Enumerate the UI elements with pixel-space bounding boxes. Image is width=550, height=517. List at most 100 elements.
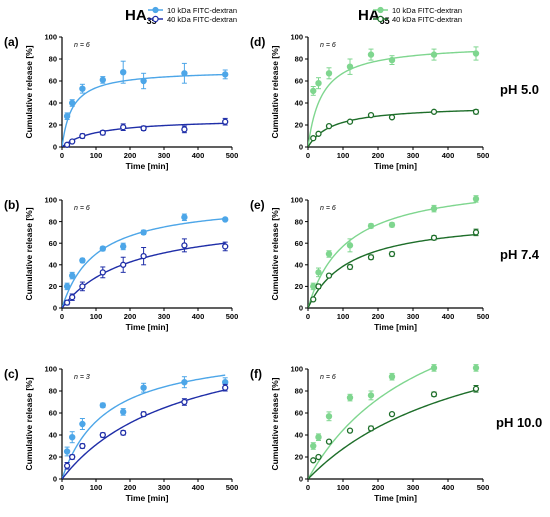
panel-f-series-40kda-point-4 xyxy=(367,425,375,432)
panel-d-series-10kda-point-6 xyxy=(430,51,438,58)
panel-b-series-40kda-point-2 xyxy=(79,283,86,290)
col-title-ha35: HA35 xyxy=(125,7,157,26)
panel-b-series-40kda-point-0 xyxy=(63,299,71,306)
panel-d-label: (d) xyxy=(250,35,265,49)
panel-d-series-10kda-point-2 xyxy=(325,70,333,77)
panel-b-series-10kda-point-2 xyxy=(79,257,86,264)
col-title-ha55-sub: 55 xyxy=(380,16,390,26)
panel-c-series-40kda-fit-curve xyxy=(62,389,226,479)
panel-a-xtick-label-0: 0 xyxy=(60,151,64,160)
panel-d-xtick-label-200: 200 xyxy=(372,151,385,160)
panel-f-series-10kda-point-4 xyxy=(367,392,375,399)
panel-d-series-40kda-point-3 xyxy=(346,118,354,125)
panel-c-xtick-label-400: 400 xyxy=(192,483,205,492)
panel-f-series-40kda-point-3 xyxy=(346,427,354,434)
panel-e-xtick-label-100: 100 xyxy=(337,312,350,321)
legend-ha35-10kda-marker xyxy=(152,6,159,14)
panel-d-series-10kda-point-1 xyxy=(315,80,322,87)
panel-e-series-40kda-point-3 xyxy=(346,263,354,271)
panel-a-xlabel: Time [min] xyxy=(126,161,169,171)
panel-d-series-40kda-point-7 xyxy=(472,108,480,115)
panel-b-xtick-label-0: 0 xyxy=(60,312,64,321)
panel-f-ytick-label-80: 80 xyxy=(295,387,303,396)
panel-d-xtick-label-400: 400 xyxy=(442,151,455,160)
panel-c-series-40kda-point-3 xyxy=(99,431,106,439)
panel-d-ytick-label-60: 60 xyxy=(295,77,303,86)
panel-b-series-40kda-point-6 xyxy=(181,242,188,249)
panel-b-series-40kda-point-7 xyxy=(222,243,229,250)
panel-e-series-40kda-point-0 xyxy=(310,296,317,303)
panel-e-xlabel: Time [min] xyxy=(374,322,417,332)
panel-b-xtick-label-300: 300 xyxy=(158,312,171,321)
panel-f-series-10kda-point-5 xyxy=(388,373,396,380)
panel-e-series-10kda-point-7 xyxy=(472,195,480,203)
panel-c: 0 20 40 60 80 100 0 100 200 300 400 500 Time [min] Cu… xyxy=(4,365,238,503)
panel-d-series-40kda-point-0 xyxy=(310,135,317,142)
panel-a-series-10kda-point-6 xyxy=(181,70,188,77)
panel-c-series-10kda-fit-curve xyxy=(62,374,226,479)
legend-ha55: 10 kDa FITC-dextran 40 kDa FITC-dextran xyxy=(373,6,462,24)
panel-e-ytick-label-40: 40 xyxy=(295,261,303,270)
panel-f-series-10kda-point-0 xyxy=(310,442,317,450)
panel-e-series-40kda-point-1 xyxy=(315,283,322,290)
panel-b-n-label: n = 6 xyxy=(74,205,90,212)
panel-a-xtick-label-200: 200 xyxy=(124,151,137,160)
panel-c-xtick-label-300: 300 xyxy=(158,483,171,492)
panel-d-series-10kda-point-3 xyxy=(346,63,354,70)
panel-c-series-40kda-point-5 xyxy=(140,410,147,418)
panel-e-series-10kda-point-1 xyxy=(315,269,322,276)
panel-b-series-40kda-point-5 xyxy=(140,253,147,260)
panel-f-series-10kda-point-2 xyxy=(325,413,333,420)
legend-ha55-10kda-marker xyxy=(377,6,384,14)
panel-f-xtick-label-200: 200 xyxy=(372,483,385,492)
panel-b-xlabel: Time [min] xyxy=(126,322,169,332)
panel-e-series-40kda-fit-curve xyxy=(308,233,477,308)
panel-e-ytick-label-60: 60 xyxy=(295,239,303,248)
panel-e-series-10kda xyxy=(308,195,480,308)
row-label-ph7: pH 7.4 xyxy=(500,247,540,262)
panel-d-xtick-label-500: 500 xyxy=(477,151,490,160)
panel-d-xtick-label-0: 0 xyxy=(306,151,310,160)
panel-a-xtick-label-400: 400 xyxy=(192,151,205,160)
panel-a-series-10kda-point-4 xyxy=(120,69,127,76)
panel-d-series-10kda-point-7 xyxy=(472,50,480,57)
panel-d: 0 20 40 60 80 100 0 100 200 300 400 500 Time [min] Cu… xyxy=(250,33,489,171)
panel-d-xtick-label-300: 300 xyxy=(407,151,420,160)
panel-c-series-40kda-point-1 xyxy=(69,453,76,461)
panel-e-series-10kda-point-4 xyxy=(367,222,375,230)
panel-b-series-40kda-point-1 xyxy=(69,294,76,301)
panel-a-series-40kda-point-6 xyxy=(181,126,188,133)
panel-c-series-40kda-point-4 xyxy=(120,429,127,436)
panel-d-ylabel: Cumulative release [%] xyxy=(270,45,280,138)
panel-a-label: (a) xyxy=(4,35,19,49)
panel-d-series-10kda-point-5 xyxy=(388,56,396,64)
panel-c-series-10kda-point-3 xyxy=(99,402,107,409)
panel-d-xlabel: Time [min] xyxy=(374,161,417,171)
panel-a-ytick-label-60: 60 xyxy=(49,77,57,86)
panel-d-n-label: n = 6 xyxy=(320,42,336,49)
panel-e-ytick-label-20: 20 xyxy=(295,282,303,291)
panel-e-ytick-label-100: 100 xyxy=(290,196,303,205)
col-title-ha35-sub: 35 xyxy=(147,16,157,26)
panel-c-ylabel: Cumulative release [%] xyxy=(24,377,34,470)
panel-e-series-40kda-point-5 xyxy=(388,250,396,258)
col-title-ha35-main: HA xyxy=(125,7,147,24)
panel-f-series-40kda xyxy=(308,385,480,479)
panel-b-series-10kda-point-4 xyxy=(120,243,127,250)
panel-c-series-10kda-point-2 xyxy=(79,420,86,428)
panel-f-xlabel: Time [min] xyxy=(374,493,417,503)
panel-c-series-10kda-point-6 xyxy=(181,379,188,386)
panel-b-xtick-label-400: 400 xyxy=(192,312,205,321)
legend-ha55-40kda-label: 40 kDa FITC-dextran xyxy=(392,15,462,24)
panel-a-series-40kda-point-7 xyxy=(222,118,229,125)
panel-c-n-label: n = 3 xyxy=(74,374,90,381)
panel-b-ytick-label-60: 60 xyxy=(49,239,57,248)
panel-c-series-10kda-point-1 xyxy=(69,434,76,441)
panel-c-ytick-label-20: 20 xyxy=(49,453,57,462)
panel-b-ytick-label-100: 100 xyxy=(44,196,57,205)
panel-e-series-10kda-point-0 xyxy=(310,283,317,290)
panel-d-series-40kda-point-2 xyxy=(325,122,333,130)
panel-d-ytick-label-40: 40 xyxy=(295,99,303,108)
panel-f-series-10kda-point-1 xyxy=(315,434,322,441)
